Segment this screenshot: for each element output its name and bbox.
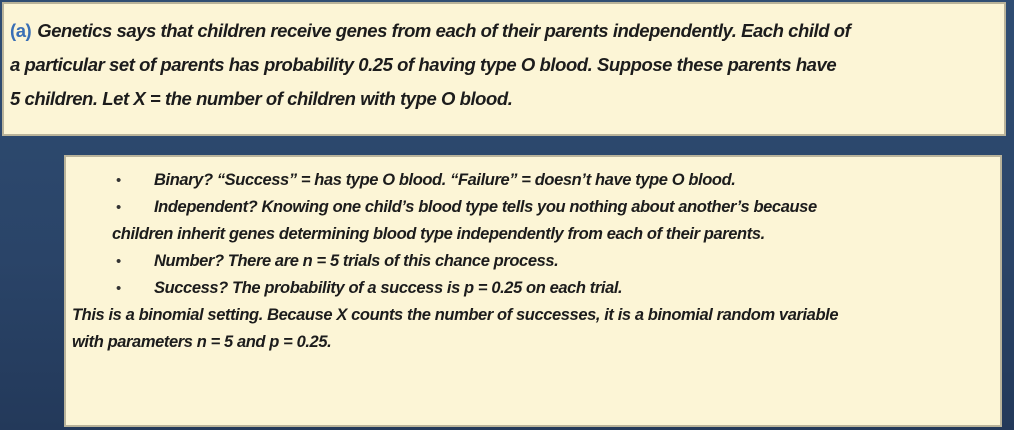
problem-text: Genetics says that children receive gene… bbox=[37, 20, 851, 41]
bullet-line: Number? There are n = 5 trials of this c… bbox=[154, 252, 559, 270]
problem-line: 5 children. Let X = the number of childr… bbox=[10, 88, 513, 109]
bullet-line: Binary? “Success” = has type O blood. “F… bbox=[154, 171, 736, 189]
bullet-item: Binary? “Success” = has type O blood. “F… bbox=[72, 167, 1000, 194]
problem-label: (a) bbox=[10, 20, 32, 41]
bullet-item: Number? There are n = 5 trials of this c… bbox=[72, 248, 1000, 275]
bullet-item: Independent? Knowing one child’s blood t… bbox=[72, 194, 1000, 248]
solution-box: Binary? “Success” = has type O blood. “F… bbox=[64, 155, 1002, 427]
bullet-item: Success? The probability of a success is… bbox=[72, 275, 1000, 302]
bullet-line: Success? The probability of a success is… bbox=[154, 279, 623, 297]
problem-box: (a) Genetics says that children receive g… bbox=[2, 2, 1006, 136]
conclusion-line: This is a binomial setting. Because X co… bbox=[72, 306, 839, 324]
bullet-line: Independent? Knowing one child’s blood t… bbox=[154, 198, 817, 216]
bullet-line: children inherit genes determining blood… bbox=[112, 225, 765, 243]
problem-line: a particular set of parents has probabil… bbox=[10, 54, 837, 75]
problem-line: (a) Genetics says that children receive g… bbox=[10, 14, 1004, 48]
conclusion-line: with parameters n = 5 and p = 0.25. bbox=[72, 333, 332, 351]
